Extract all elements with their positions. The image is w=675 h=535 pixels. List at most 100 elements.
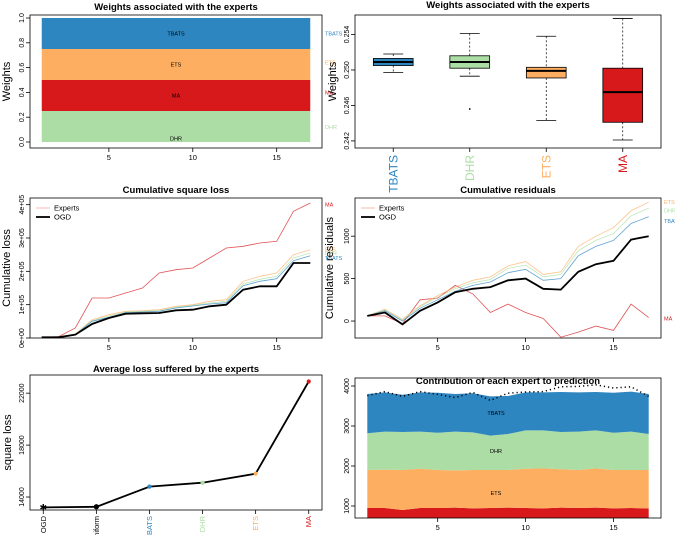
point-uniform xyxy=(93,504,99,510)
series-label-ma: MA xyxy=(325,90,334,96)
line-ets xyxy=(41,249,311,338)
y-tick-label: 2000 xyxy=(344,458,351,474)
y-axis-label: Weights xyxy=(1,61,13,101)
y-tick-label: 1000 xyxy=(344,498,351,514)
x-tick-label: 5 xyxy=(436,343,440,352)
x-tick-label: 5 xyxy=(107,153,111,162)
box-body xyxy=(525,66,567,79)
inner-label-ets: ETS xyxy=(491,491,502,497)
series-label-ets: ETS xyxy=(325,248,336,254)
chart-weights-area: TBATS ETS MA DHR TBATS ETS MA DHR Weights associ… xyxy=(1,2,343,162)
series-label-ma: MA xyxy=(325,203,334,209)
y-tick-label: 0e+00 xyxy=(19,328,26,348)
y-tick-label: 2e+05 xyxy=(19,261,26,281)
series-label-dhr: DHR xyxy=(325,251,337,257)
chart-average-loss: ✱ OGD Uniform TBATS DHR ETS MA Average loss suf… xyxy=(2,364,323,535)
x-tick-label: 10 xyxy=(521,523,529,532)
area-ma xyxy=(367,507,649,518)
category-label-ma: MA xyxy=(304,516,313,527)
plot-frame xyxy=(29,374,323,511)
x-tick-label: 15 xyxy=(609,343,617,352)
loss-line xyxy=(43,381,310,509)
line-ets xyxy=(367,201,649,320)
series-label-ets: ETS xyxy=(325,61,336,67)
y-tick-label: 0.6 xyxy=(19,63,26,73)
x-tick-label: 10 xyxy=(189,343,197,352)
box-dhr: DHR xyxy=(449,33,491,181)
category-label-ets: ETS xyxy=(539,155,553,178)
line-ogd xyxy=(367,235,649,326)
x-tick-label: 10 xyxy=(521,343,529,352)
box-body xyxy=(602,67,644,123)
y-axis-label: square loss xyxy=(2,414,14,471)
chart-title: Average loss suffered by the experts xyxy=(93,364,259,375)
plot-frame xyxy=(354,14,662,149)
point-tbats xyxy=(147,484,152,489)
x-tick-label: 5 xyxy=(436,523,440,532)
series-label-dhr: DHR xyxy=(325,125,337,131)
line-tbats xyxy=(367,216,649,322)
inner-label-dhr: DHR xyxy=(170,136,182,142)
area-ets xyxy=(367,468,649,510)
x-tick-label: 15 xyxy=(609,523,617,532)
chart-title: Cumulative square loss xyxy=(123,185,230,196)
category-label-ogd: OGD xyxy=(39,515,48,533)
chart-cumulative-residuals: ETSDHRTBATSMAExpertsOGDCumulative residu… xyxy=(324,185,675,352)
y-tick-label: 0.2 xyxy=(19,112,26,122)
x-tick-label: 15 xyxy=(273,153,281,162)
inner-label-tbats: TBATS xyxy=(487,411,505,417)
plot-frame xyxy=(29,197,323,339)
y-tick-label: 500 xyxy=(344,273,351,285)
category-label-tbats: TBATS xyxy=(386,155,400,193)
y-tick-label: 3000 xyxy=(344,418,351,434)
inner-label-ma: MA xyxy=(172,94,181,100)
category-label-uniform: Uniform xyxy=(92,516,101,535)
y-tick-label: 0.4 xyxy=(19,87,26,97)
plot-frame xyxy=(354,197,662,339)
area-dhr xyxy=(41,111,311,142)
x-tick-label: 15 xyxy=(273,343,281,352)
y-tick-label: 18000 xyxy=(19,435,26,455)
category-label-ets: ETS xyxy=(251,516,260,531)
y-tick-label: 0.242 xyxy=(344,132,351,150)
point-ets xyxy=(253,471,258,476)
area-tbats xyxy=(41,18,311,49)
category-label-dhr: DHR xyxy=(198,515,207,532)
y-tick-label: 1e+05 xyxy=(19,295,26,315)
legend-label-experts: Experts xyxy=(54,204,80,213)
y-tick-label: 4000 xyxy=(344,378,351,394)
y-tick-label: 0.246 xyxy=(344,97,351,115)
box-ma: MA xyxy=(602,18,644,173)
box-ets: ETS xyxy=(525,35,567,178)
y-tick-label: 3e+05 xyxy=(19,228,26,248)
y-tick-label: 0 xyxy=(344,319,351,323)
y-tick-label: 0.250 xyxy=(344,61,351,79)
chart-title: Contribution of each expert to predictio… xyxy=(416,376,600,387)
y-tick-label: 1000 xyxy=(344,228,351,244)
legend-label-ogd: OGD xyxy=(54,213,72,222)
line-dhr xyxy=(367,207,649,321)
point-dhr xyxy=(200,480,205,485)
inner-label-dhr: DHR xyxy=(490,449,502,455)
y-tick-label: 1.0 xyxy=(19,13,26,23)
category-label-tbats: TBATS xyxy=(145,516,154,535)
area-dhr xyxy=(367,430,649,471)
series-label-tbats: TBATS xyxy=(664,219,675,225)
series-label-dhr: DHR xyxy=(664,209,675,215)
y-tick-label: 4e+05 xyxy=(19,195,26,215)
line-dhr xyxy=(41,252,311,338)
chart-weights-boxplot: TBATS DHR ETS MA Weights associated with the… xyxy=(327,0,662,193)
series-label-tbats: TBATS xyxy=(325,32,343,38)
series-label-ets: ETS xyxy=(664,200,675,206)
plot-frame xyxy=(29,14,323,149)
chart-title: Cumulative residuals xyxy=(460,185,556,196)
area-ets xyxy=(41,49,311,80)
x-tick-label: 5 xyxy=(107,343,111,352)
chart-title: Weights associated with the experts xyxy=(426,0,589,11)
line-ogd xyxy=(41,262,311,339)
series-label-ma: MA xyxy=(664,316,673,322)
